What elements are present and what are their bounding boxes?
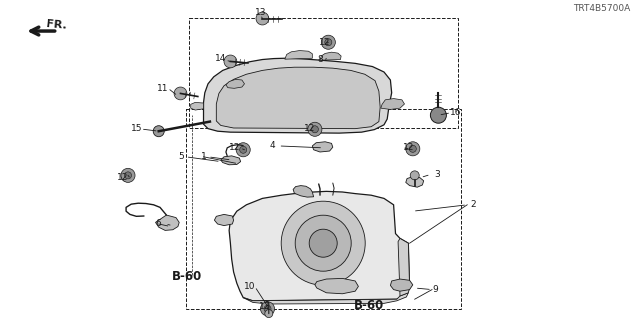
Polygon shape [229,191,410,301]
Circle shape [153,126,164,137]
Text: 4: 4 [269,141,275,150]
Text: 10: 10 [244,282,255,291]
Polygon shape [320,52,341,60]
Text: B-60: B-60 [353,299,384,312]
Text: FR.: FR. [46,19,67,31]
Text: 9: 9 [433,285,438,294]
Polygon shape [156,215,179,230]
Text: 12: 12 [229,143,241,152]
Text: 3: 3 [435,170,440,179]
Circle shape [256,12,269,25]
Polygon shape [285,51,312,59]
Polygon shape [293,186,314,197]
Polygon shape [221,156,241,165]
Text: 12: 12 [403,143,414,152]
Text: 8: 8 [317,55,323,64]
Text: 6: 6 [156,220,161,228]
Circle shape [236,143,250,157]
Circle shape [295,215,351,271]
Circle shape [281,201,365,285]
Text: 1: 1 [201,152,206,161]
Bar [186,109,461,309]
Text: 16: 16 [450,108,461,117]
Circle shape [410,171,419,180]
Polygon shape [243,293,408,304]
Polygon shape [312,142,333,152]
Circle shape [239,146,247,153]
Circle shape [265,310,273,317]
Polygon shape [226,79,244,88]
Circle shape [174,87,187,100]
Text: 12: 12 [117,173,129,182]
Text: TRT4B5700A: TRT4B5700A [573,4,630,13]
Text: 11: 11 [157,84,169,92]
Circle shape [224,55,237,68]
Text: 2: 2 [471,200,476,209]
Polygon shape [398,238,410,296]
Bar [189,18,458,128]
Circle shape [124,172,132,179]
Circle shape [406,142,420,156]
Circle shape [260,302,275,316]
Polygon shape [406,177,424,187]
Circle shape [325,39,332,46]
Circle shape [121,168,135,182]
Text: 5: 5 [179,152,184,161]
Text: 14: 14 [215,54,227,63]
Text: 15: 15 [131,124,142,132]
Text: 12: 12 [304,124,316,132]
Polygon shape [191,102,204,110]
Polygon shape [204,58,392,133]
Circle shape [308,122,322,136]
Circle shape [121,171,132,181]
Circle shape [321,35,335,49]
Polygon shape [390,279,413,291]
Circle shape [431,107,447,123]
Text: B-60: B-60 [172,270,202,283]
Circle shape [309,229,337,257]
Polygon shape [214,214,234,226]
Polygon shape [381,99,404,109]
Text: 13: 13 [255,8,266,17]
Polygon shape [216,67,380,129]
Text: 12: 12 [259,302,270,311]
Circle shape [410,145,417,152]
Circle shape [312,126,319,133]
Text: 12: 12 [319,38,330,47]
Polygon shape [315,278,358,294]
Circle shape [264,305,271,312]
